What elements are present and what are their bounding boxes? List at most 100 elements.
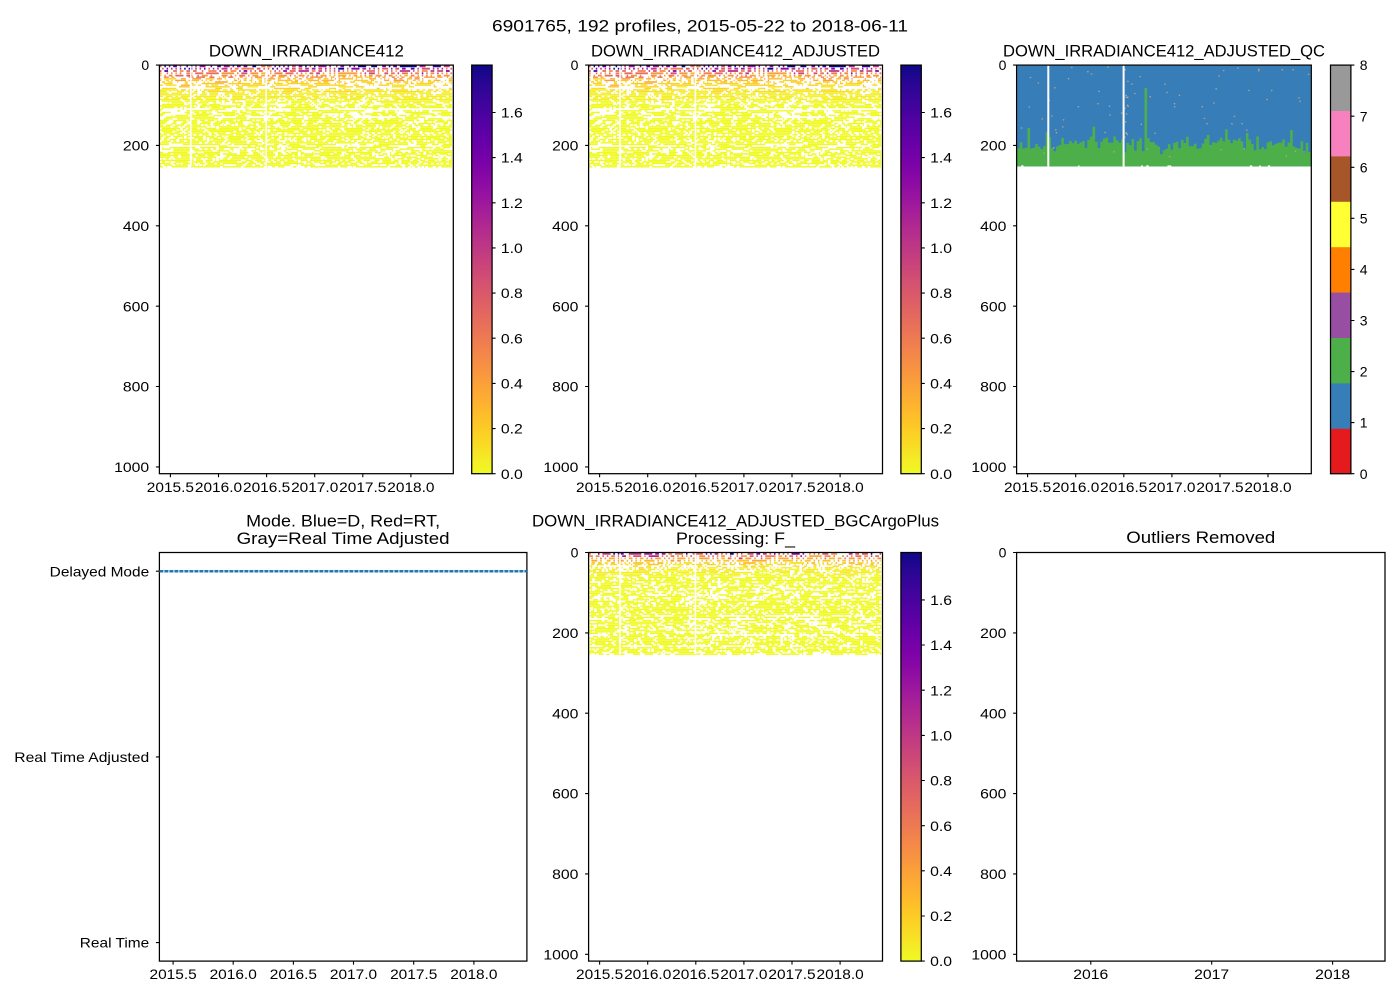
svg-text:800: 800 [552,866,579,882]
svg-text:800: 800 [980,866,1007,882]
svg-text:Mode. Blue=D, Red=RT,: Mode. Blue=D, Red=RT, [246,512,440,531]
svg-text:1.6: 1.6 [930,105,952,121]
svg-text:0.2: 0.2 [930,421,952,437]
svg-text:2017.0: 2017.0 [1148,479,1195,495]
svg-text:2018.0: 2018.0 [817,479,864,495]
svg-text:2018.0: 2018.0 [450,966,497,982]
svg-text:1.2: 1.2 [930,195,952,211]
svg-text:2015.5: 2015.5 [1004,479,1051,495]
svg-text:0.0: 0.0 [501,466,523,482]
svg-text:3: 3 [1360,313,1368,329]
svg-text:200: 200 [123,138,150,154]
svg-text:7: 7 [1360,108,1368,124]
svg-text:400: 400 [980,218,1007,234]
svg-text:1.0: 1.0 [930,728,952,744]
svg-text:Gray=Real Time Adjusted: Gray=Real Time Adjusted [237,529,450,548]
svg-text:2015.5: 2015.5 [576,479,623,495]
svg-text:2016.5: 2016.5 [672,966,719,982]
svg-text:0.4: 0.4 [930,863,952,879]
svg-text:1.0: 1.0 [501,240,523,256]
svg-text:8: 8 [1360,57,1368,73]
svg-text:1000: 1000 [971,946,1006,962]
svg-text:600: 600 [980,298,1007,314]
svg-text:2016.5: 2016.5 [672,479,719,495]
svg-text:0.0: 0.0 [930,953,952,969]
svg-text:0.4: 0.4 [930,376,952,392]
svg-text:0.6: 0.6 [501,330,523,346]
svg-text:0.0: 0.0 [930,466,952,482]
svg-text:2017.0: 2017.0 [291,479,338,495]
svg-text:1.0: 1.0 [930,240,952,256]
svg-text:2015.5: 2015.5 [150,966,197,982]
svg-text:2017.5: 2017.5 [339,479,386,495]
svg-text:2017.5: 2017.5 [390,966,437,982]
svg-text:2016.5: 2016.5 [270,966,317,982]
svg-text:0.8: 0.8 [501,285,523,301]
svg-text:600: 600 [980,786,1007,802]
svg-text:Delayed Mode: Delayed Mode [50,563,150,579]
svg-text:1000: 1000 [114,459,149,475]
svg-text:2017.5: 2017.5 [768,479,815,495]
svg-text:2016.5: 2016.5 [1100,479,1147,495]
svg-text:2015.5: 2015.5 [576,966,623,982]
svg-text:Outliers Removed: Outliers Removed [1126,528,1275,547]
svg-text:2017.0: 2017.0 [720,479,767,495]
svg-text:Real Time: Real Time [80,935,150,951]
svg-text:2016.0: 2016.0 [1052,479,1099,495]
svg-text:1.2: 1.2 [930,682,952,698]
svg-text:1.2: 1.2 [501,195,523,211]
svg-text:1.4: 1.4 [930,637,952,653]
svg-text:200: 200 [980,138,1007,154]
svg-text:600: 600 [552,786,579,802]
svg-text:1000: 1000 [543,459,578,475]
svg-text:1: 1 [1360,415,1368,431]
svg-text:0.2: 0.2 [930,908,952,924]
svg-text:400: 400 [552,705,579,721]
svg-text:400: 400 [123,218,150,234]
svg-text:0.6: 0.6 [930,330,952,346]
svg-text:2016.5: 2016.5 [243,479,290,495]
svg-text:0: 0 [999,545,1007,561]
svg-text:800: 800 [123,379,150,395]
svg-text:4: 4 [1360,262,1368,278]
svg-text:400: 400 [552,218,579,234]
svg-text:DOWN_IRRADIANCE412_ADJUSTED_BG: DOWN_IRRADIANCE412_ADJUSTED_BGCArgoPlus [532,512,939,531]
svg-text:2018: 2018 [1315,966,1350,982]
svg-text:2016.0: 2016.0 [210,966,257,982]
svg-text:600: 600 [552,298,579,314]
svg-text:6901765, 192 profiles, 2015-05: 6901765, 192 profiles, 2015-05-22 to 201… [492,17,908,36]
svg-text:2017: 2017 [1194,966,1229,982]
svg-text:2017.0: 2017.0 [720,966,767,982]
svg-text:2016.0: 2016.0 [624,479,671,495]
svg-text:2016.0: 2016.0 [624,966,671,982]
svg-text:Processing: F_: Processing: F_ [676,529,796,548]
svg-text:200: 200 [552,138,579,154]
svg-text:2: 2 [1360,364,1368,380]
svg-text:1.4: 1.4 [501,150,523,166]
svg-text:200: 200 [980,625,1007,641]
svg-text:800: 800 [980,379,1007,395]
svg-text:0.8: 0.8 [930,773,952,789]
svg-text:600: 600 [123,298,150,314]
svg-text:0.8: 0.8 [930,285,952,301]
svg-text:2016: 2016 [1073,966,1108,982]
svg-text:2017.0: 2017.0 [330,966,377,982]
svg-text:0: 0 [571,545,579,561]
svg-text:Real Time Adjusted: Real Time Adjusted [14,749,149,765]
svg-text:1.4: 1.4 [930,150,952,166]
svg-text:2017.5: 2017.5 [1196,479,1243,495]
svg-text:DOWN_IRRADIANCE412_ADJUSTED_QC: DOWN_IRRADIANCE412_ADJUSTED_QC [1003,42,1325,61]
svg-text:1000: 1000 [543,946,578,962]
svg-text:2018.0: 2018.0 [1244,479,1291,495]
svg-text:0.6: 0.6 [930,818,952,834]
svg-text:1.6: 1.6 [930,592,952,608]
svg-text:1000: 1000 [971,459,1006,475]
svg-text:DOWN_IRRADIANCE412: DOWN_IRRADIANCE412 [209,42,404,61]
svg-text:DOWN_IRRADIANCE412_ADJUSTED: DOWN_IRRADIANCE412_ADJUSTED [591,42,880,61]
svg-text:0.2: 0.2 [501,421,523,437]
svg-text:800: 800 [552,379,579,395]
svg-text:1.6: 1.6 [501,105,523,121]
svg-text:2017.5: 2017.5 [768,966,815,982]
svg-text:0: 0 [571,57,579,73]
svg-text:2018.0: 2018.0 [817,966,864,982]
